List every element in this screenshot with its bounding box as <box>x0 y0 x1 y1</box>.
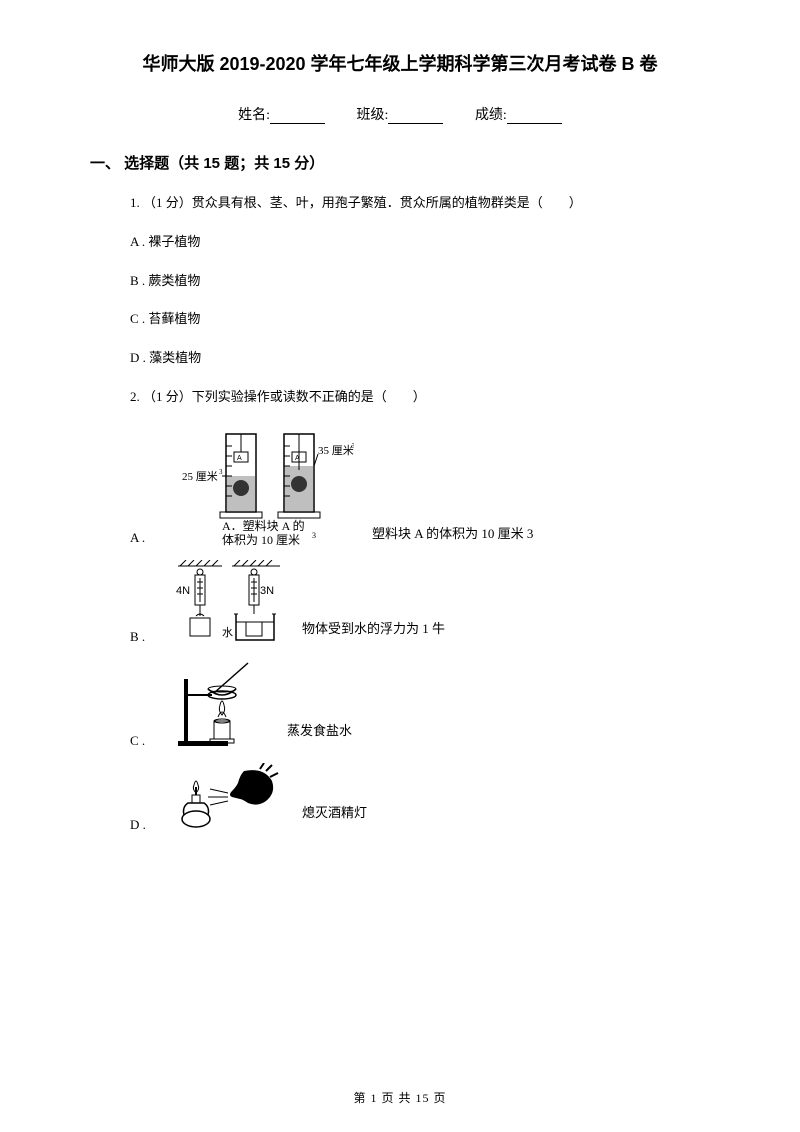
q1-stem: 1. （1 分）贯众具有根、茎、叶，用孢子繁殖．贯众所属的植物群类是（ ） <box>130 193 710 214</box>
q1-option-c: C . 苔藓植物 <box>130 309 710 330</box>
exam-title: 华师大版 2019-2020 学年七年级上学期科学第三次月考试卷 B 卷 <box>90 50 710 76</box>
svg-text:35 厘米: 35 厘米 <box>318 444 354 457</box>
name-label: 姓名: <box>238 108 270 123</box>
name-blank <box>270 110 325 124</box>
q2-option-d: D . 熄灭酒精灯 <box>130 763 710 833</box>
svg-text:4N: 4N <box>176 585 190 597</box>
score-blank <box>507 110 562 124</box>
cylinders-diagram: A 25 厘米 3 A 35 厘米 3 <box>174 426 354 546</box>
score-label: 成绩: <box>475 108 507 123</box>
cyl-left-label: 25 厘米 <box>182 470 218 483</box>
q1-option-b: B . 蕨类植物 <box>130 271 710 292</box>
q2-a-text: 塑料块 A 的体积为 10 厘米 3 <box>372 523 533 546</box>
q2-b-label: B . <box>130 629 156 645</box>
q2-d-label: D . <box>130 817 156 833</box>
svg-text:体积为 10 厘米: 体积为 10 厘米 <box>222 533 300 546</box>
svg-text:3: 3 <box>219 468 223 476</box>
q2-a-label: A . <box>130 530 156 546</box>
q2-option-b: B . 4N <box>130 560 710 645</box>
svg-text:A: A <box>237 455 242 462</box>
section-header: 一、 选择题（共 15 题；共 15 分） <box>90 152 710 173</box>
q2-option-a: A . A 25 厘米 3 <box>130 426 710 546</box>
svg-text:3: 3 <box>312 531 316 540</box>
svg-text:3: 3 <box>352 442 355 450</box>
svg-text:A: A <box>295 455 300 462</box>
q2-stem: 2. （1 分）下列实验操作或读数不正确的是（ ） <box>130 387 710 408</box>
svg-text:A．塑料块 A 的: A．塑料块 A 的 <box>222 518 305 533</box>
page-footer: 第 1 页 共 15 页 <box>0 1089 800 1106</box>
class-blank <box>388 110 443 124</box>
spring-scale-diagram: 4N 3N 水 <box>174 560 284 645</box>
q2-b-text: 物体受到水的浮力为 1 牛 <box>302 618 445 645</box>
blow-lamp-diagram <box>174 763 284 833</box>
q2-d-text: 熄灭酒精灯 <box>302 802 367 833</box>
svg-text:水: 水 <box>222 626 233 639</box>
q2-c-text: 蒸发食盐水 <box>287 720 352 749</box>
q2-c-label: C . <box>130 733 156 749</box>
q1-option-d: D . 藻类植物 <box>130 348 710 369</box>
evaporation-diagram <box>174 659 269 749</box>
class-label: 班级: <box>357 108 389 123</box>
q1-option-a: A . 裸子植物 <box>130 232 710 253</box>
q2-option-c: C . 蒸发食盐水 <box>130 659 710 749</box>
svg-text:3N: 3N <box>260 585 274 597</box>
student-info-row: 姓名: 班级: 成绩: <box>90 104 710 124</box>
